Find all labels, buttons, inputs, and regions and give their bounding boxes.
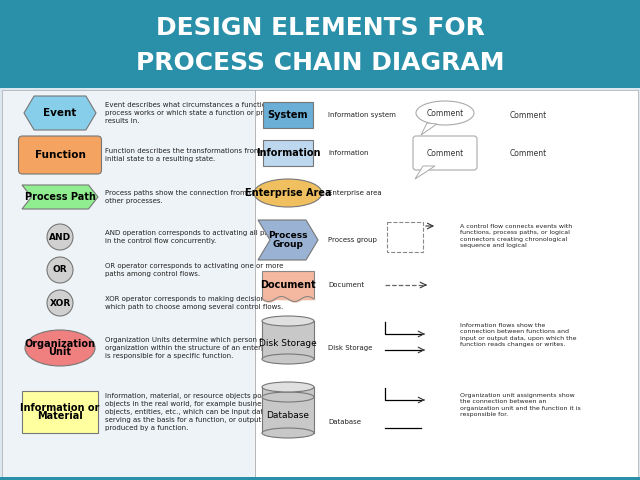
Bar <box>22 391 98 433</box>
Text: Disk Storage: Disk Storage <box>259 338 317 348</box>
Text: Material: Material <box>37 411 83 421</box>
Text: Organization Units determine which person or
organization within the structure o: Organization Units determine which perso… <box>105 337 278 359</box>
Text: Event describes what circumstances a function or a
process works or which state : Event describes what circumstances a fun… <box>105 102 286 124</box>
Text: Comment: Comment <box>426 148 463 157</box>
Ellipse shape <box>262 392 314 402</box>
Bar <box>262 321 314 359</box>
Text: Organization unit assignments show
the connection between an
organization unit a: Organization unit assignments show the c… <box>460 393 580 418</box>
Bar <box>0 477 640 480</box>
Text: Comment: Comment <box>426 108 463 118</box>
Text: Process paths show the connection from or to
other processes.: Process paths show the connection from o… <box>105 190 266 204</box>
FancyBboxPatch shape <box>413 136 477 170</box>
Bar <box>262 271 314 299</box>
Circle shape <box>47 224 73 250</box>
Text: Function: Function <box>35 150 85 160</box>
Text: Process Path: Process Path <box>24 192 95 202</box>
Ellipse shape <box>262 354 314 364</box>
Polygon shape <box>421 123 437 135</box>
Text: Event: Event <box>44 108 77 118</box>
Text: Document: Document <box>328 282 364 288</box>
Text: DESIGN ELEMENTS FOR: DESIGN ELEMENTS FOR <box>156 16 484 40</box>
Text: Database: Database <box>266 411 310 420</box>
Ellipse shape <box>25 330 95 366</box>
Bar <box>0 0 640 88</box>
Text: Information system: Information system <box>328 112 396 118</box>
Text: Group: Group <box>273 240 303 249</box>
Ellipse shape <box>254 179 322 207</box>
Text: AND: AND <box>49 232 71 241</box>
Polygon shape <box>22 185 98 209</box>
Text: AND operation corresponds to activating all paths
in the control flow concurrent: AND operation corresponds to activating … <box>105 230 280 244</box>
Text: PROCESS CHAIN DIAGRAM: PROCESS CHAIN DIAGRAM <box>136 51 504 75</box>
Text: XOR operator corresponds to making decision of
which path to choose among severa: XOR operator corresponds to making decis… <box>105 296 284 310</box>
Bar <box>263 102 313 128</box>
Polygon shape <box>415 166 435 179</box>
Text: OR: OR <box>52 265 67 275</box>
Text: XOR: XOR <box>49 299 70 308</box>
Text: Process: Process <box>268 231 308 240</box>
Text: System: System <box>268 110 308 120</box>
Text: Information: Information <box>328 150 369 156</box>
Text: Database: Database <box>328 419 361 425</box>
Text: Comment: Comment <box>510 110 547 120</box>
Text: Enterprise Area: Enterprise Area <box>244 188 332 198</box>
Polygon shape <box>24 96 96 130</box>
Bar <box>262 387 314 433</box>
Text: OR operator corresponds to activating one or more
paths among control flows.: OR operator corresponds to activating on… <box>105 263 284 277</box>
Text: Organization: Organization <box>24 339 95 349</box>
Text: Information, material, or resource objects portray
objects in the real world, fo: Information, material, or resource objec… <box>105 393 279 431</box>
Ellipse shape <box>262 316 314 326</box>
Ellipse shape <box>262 428 314 438</box>
Text: Function describes the transformations from an
initial state to a resulting stat: Function describes the transformations f… <box>105 148 271 162</box>
Ellipse shape <box>416 101 474 125</box>
Text: Enterprise area: Enterprise area <box>328 190 381 196</box>
Bar <box>387 222 423 252</box>
Text: Comment: Comment <box>510 148 547 157</box>
Text: Unit: Unit <box>49 347 72 357</box>
Text: Information: Information <box>256 148 320 158</box>
Text: Document: Document <box>260 280 316 290</box>
Ellipse shape <box>262 382 314 392</box>
Bar <box>255 90 638 477</box>
Bar <box>263 140 313 166</box>
Text: Process group: Process group <box>328 237 377 243</box>
Text: Disk Storage: Disk Storage <box>328 345 372 351</box>
Circle shape <box>47 290 73 316</box>
Text: A control flow connects events with
functions, process paths, or logical
connect: A control flow connects events with func… <box>460 224 572 249</box>
Circle shape <box>47 257 73 283</box>
FancyBboxPatch shape <box>19 136 102 174</box>
Text: Information or: Information or <box>20 403 100 413</box>
Bar <box>2 90 255 477</box>
Text: Information flows show the
connection between functions and
input or output data: Information flows show the connection be… <box>460 323 577 348</box>
Polygon shape <box>258 220 318 260</box>
